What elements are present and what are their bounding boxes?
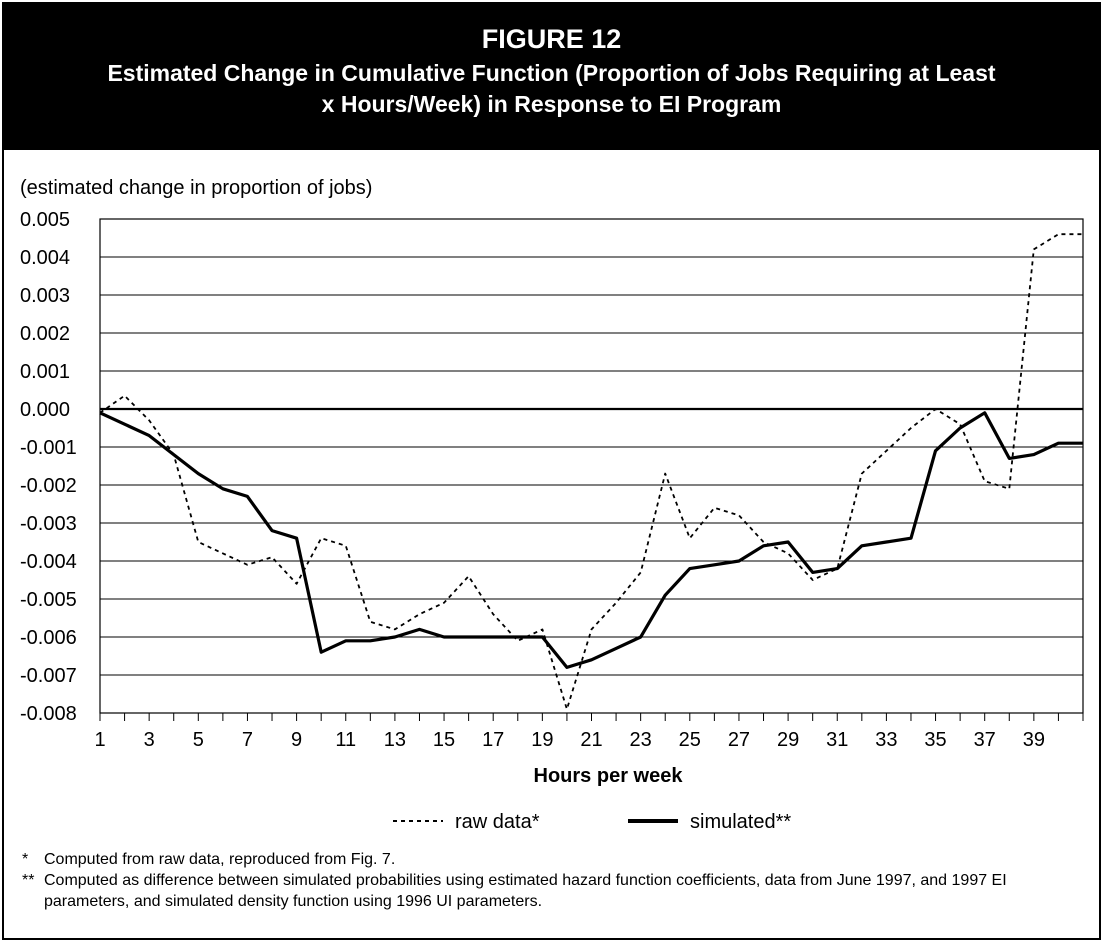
footnote-mark: * (22, 851, 29, 868)
series-lines (99, 233, 1083, 711)
y-tick-label: 0.004 (20, 247, 70, 269)
y-tick-label: -0.005 (20, 589, 77, 611)
figure-title: Estimated Change in Cumulative Function … (107, 60, 996, 117)
y-tick-label: -0.008 (20, 703, 77, 725)
x-tick-label: 13 (384, 729, 406, 751)
legend-simulated-label: simulated** (690, 811, 791, 833)
x-tick-label: 23 (630, 729, 652, 751)
y-axis-label: (estimated change in proportion of jobs) (20, 177, 372, 199)
footnote-text: Computed as difference between simulated… (44, 872, 1007, 910)
simulated-line (99, 411, 1083, 670)
x-tick-label: 7 (242, 729, 253, 751)
y-tick-label: 0.000 (20, 399, 70, 421)
footnotes: * Computed from raw data, reproduced fro… (22, 849, 1082, 912)
footnote-text: Computed from raw data, reproduced from … (44, 851, 396, 868)
legend: raw data* simulated** (393, 811, 791, 833)
x-tick-label: 31 (826, 729, 848, 751)
raw-data-line (99, 233, 1083, 711)
x-tick-labels: 1 3 5 7 9 11 13 15 17 19 21 23 25 27 29 31 33 35 37 39 (94, 713, 1084, 751)
y-tick-label: -0.002 (20, 475, 77, 497)
y-tick-label: 0.005 (20, 209, 70, 231)
x-tick-label: 15 (433, 729, 455, 751)
x-tick-label: 37 (974, 729, 996, 751)
x-tick-label: 19 (531, 729, 553, 751)
footnote-mark: ** (22, 872, 35, 889)
x-tick-label: 25 (679, 729, 701, 751)
y-tick-labels: 0.005 0.004 0.003 0.002 0.001 0.000 -0.001 -0.0… (20, 209, 77, 725)
y-tick-label: 0.001 (20, 361, 70, 383)
y-tick-label: -0.006 (20, 627, 77, 649)
figure-number: FIGURE 12 (481, 24, 622, 54)
legend-raw-label: raw data* (455, 811, 540, 833)
y-tick-label: -0.001 (20, 437, 77, 459)
x-tick-label: 1 (94, 729, 105, 751)
y-tick-label: 0.002 (20, 323, 70, 345)
x-tick-label: 17 (482, 729, 504, 751)
x-axis-label: Hours per week (534, 765, 684, 787)
x-tick-label: 9 (291, 729, 302, 751)
x-tick-label: 11 (335, 729, 356, 751)
y-tick-label: -0.004 (20, 551, 77, 573)
footnote: * Computed from raw data, reproduced fro… (22, 849, 1082, 870)
x-tick-label: 35 (924, 729, 946, 751)
footnote: ** Computed as difference between simula… (22, 870, 1082, 912)
x-tick-label: 3 (144, 729, 155, 751)
x-tick-label: 27 (728, 729, 750, 751)
y-tick-label: 0.003 (20, 285, 70, 307)
y-tick-label: -0.003 (20, 513, 77, 535)
plot-area (99, 218, 1084, 714)
x-tick-label: 21 (580, 729, 602, 751)
x-tick-label: 39 (1023, 729, 1045, 751)
grid-lines (100, 218, 1083, 714)
x-tick-label: 33 (875, 729, 897, 751)
x-tick-label: 29 (777, 729, 799, 751)
figure-header: FIGURE 12 Estimated Change in Cumulative… (4, 4, 1099, 150)
x-tick-label: 5 (193, 729, 204, 751)
y-tick-label: -0.007 (20, 665, 77, 687)
